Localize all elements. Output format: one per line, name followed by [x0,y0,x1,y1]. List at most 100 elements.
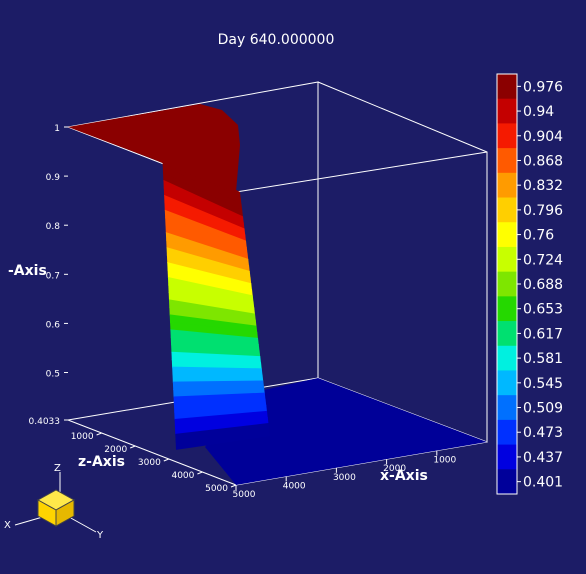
surface-band [163,172,243,218]
surface-band [173,386,265,398]
z-tick [197,471,203,475]
orientation-axes: Z X Y [4,463,104,541]
orientation-x-label: X [4,520,11,531]
colorbar-band [497,123,517,149]
colorbar-label: 0.545 [523,376,563,392]
colorbar-band [497,345,517,371]
surface-band [175,423,270,443]
surface-band [167,269,253,297]
colorbar-label: 0.868 [523,153,563,169]
surface-band [168,284,255,309]
surface-band [164,209,247,248]
surface-band [170,336,260,352]
x-ticks: 1000 2000 3000 4000 5000 [233,450,457,500]
colorbar-band [497,74,517,100]
colorbar-label: 0.94 [523,104,554,120]
surface-band [162,164,243,212]
colorbar-band [497,246,517,273]
x-tick-label: 3000 [333,473,356,483]
surface-band [170,329,259,345]
y-tick-label: 0.4033 [29,417,61,427]
colorbar-label: 0.904 [523,129,563,145]
z-tick [130,445,136,449]
z-tick-label: 2000 [104,445,127,455]
colorbar-label: 0.653 [523,302,563,318]
surface-band [173,392,266,406]
chart-title: Day 640.000000 [218,32,335,48]
colorbar-band [497,296,517,322]
colorbar-label: 0.724 [523,252,563,268]
surface-band [165,217,248,254]
y-tick-label: 1 [54,124,60,134]
z-tick [230,484,237,488]
colorbar-label: 0.796 [523,203,563,219]
surface-floor [205,378,487,485]
colorbar-band [497,321,517,347]
colorbar-band [497,444,517,470]
colorbar-label: 0.76 [523,228,554,244]
surface-band [163,179,244,224]
z-tick [163,458,169,462]
y-axis-label: -Axis [8,263,47,279]
orientation-y-label: Y [96,530,104,541]
colorbar-band [497,395,517,421]
surface-band [174,404,267,420]
surface-band [174,416,269,435]
colorbar-label: 0.976 [523,79,563,95]
surface-band [169,306,257,327]
colorbar-label: 0.401 [523,475,563,491]
colorbar-label: 0.688 [523,277,563,293]
surface-band [166,239,250,273]
surface-band [166,247,251,279]
colorbar-band [497,172,517,199]
x-axis-label: x-Axis [380,468,428,484]
y-tick-label: 0.5 [46,370,60,380]
surface-band [168,291,255,315]
z-tick [96,432,102,436]
surface-band [166,254,252,285]
colorbar-label: 0.437 [523,450,563,466]
x-tick-label: 2000 [383,464,406,474]
colorbar-label: 0.617 [523,326,563,342]
surface-band [174,410,268,428]
x-tick-label: 1000 [433,456,456,466]
z-tick-label: 1000 [71,432,94,442]
colorbar-band [497,222,517,248]
surface-band [163,187,245,230]
colorbar-band [497,469,517,495]
surface-band [169,314,258,333]
surface-band [173,398,267,413]
surface-band [175,429,270,450]
colorbar-band [497,148,517,174]
surface-top [68,104,240,192]
colorbar-label: 0.581 [523,351,563,367]
colorbar-band [497,271,517,297]
surface-band [165,232,249,266]
z-tick-label: 5000 [205,484,228,494]
surface-band [172,374,264,383]
z-tick-label: 3000 [138,458,161,468]
colorbar-band [497,419,517,446]
colorbar-band [497,98,517,124]
surface-band [167,277,254,303]
z-tick-label: 4000 [171,471,194,481]
colorbar-label: 0.832 [523,178,563,194]
colorbar: 0.976 0.94 0.904 0.868 0.832 0.796 0.76 0.724 0.… [496,73,563,495]
z-axis-label: z-Axis [78,454,125,470]
surface-band [172,366,263,376]
surface-band [167,262,252,291]
y-tick-label: 0.9 [46,173,61,183]
surface-band [164,194,246,236]
y-tick-label: 0.7 [46,271,60,281]
colorbar-band [497,197,517,223]
cube-right-face [55,499,75,527]
colorbar-band [497,370,517,396]
colorbar-label: 0.509 [523,401,563,417]
surface-band [171,344,261,358]
x-tick-label: 4000 [283,481,306,491]
x-tick-label: 5000 [233,490,256,500]
z-ticks: 1000 2000 3000 4000 5000 [71,432,237,494]
orientation-z-label: Z [54,463,61,474]
surface-band [164,202,246,242]
